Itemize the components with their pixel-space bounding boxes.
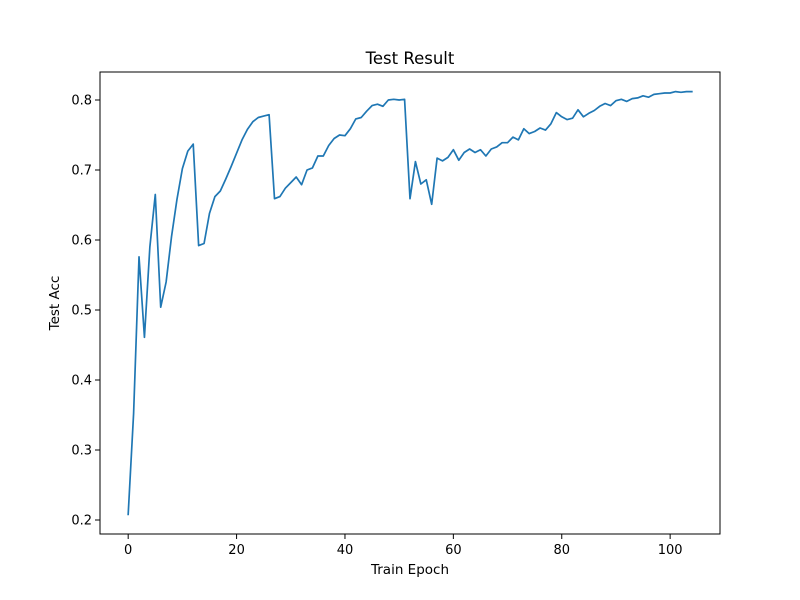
y-tick-label: 0.4 [71,374,92,389]
y-tick-label: 0.7 [71,164,92,179]
axes-frame [99,71,721,535]
x-tick-label: 60 [445,543,462,558]
plot-area [127,90,693,516]
y-tick-label: 0.6 [71,234,92,249]
y-tick-label: 0.3 [71,444,92,459]
series-line [127,90,693,516]
y-tick-label: 0.8 [71,94,92,109]
y-axis: 0.2 0.3 0.4 0.5 0.6 0.7 0.8 [71,94,100,529]
y-axis-label: Test Acc [47,276,63,332]
chart-title: Test Result [365,49,455,68]
x-tick-label: 20 [228,543,245,558]
x-tick-label: 100 [658,543,683,558]
x-axis-label: Train Epoch [370,562,449,578]
x-tick-label: 0 [124,543,132,558]
y-tick-label: 0.5 [71,304,92,319]
y-tick-label: 0.2 [71,514,92,529]
x-axis: 0 20 40 60 80 100 [124,534,683,558]
x-tick-label: 80 [553,543,570,558]
x-tick-label: 40 [337,543,354,558]
